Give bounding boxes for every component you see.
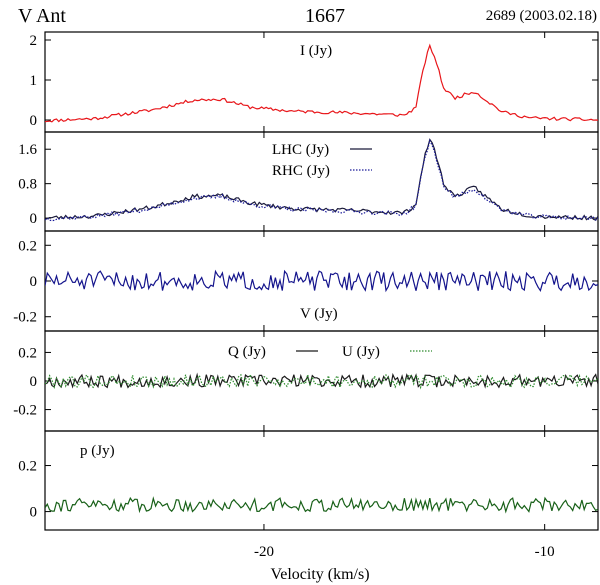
epoch-label: 2689 (2003.02.18) xyxy=(486,8,597,24)
legend-label: I (Jy) xyxy=(300,43,332,59)
y-tick-label: 0.2 xyxy=(18,459,37,475)
y-tick-label: -0.2 xyxy=(13,310,37,326)
panel-QU: -0.2 0 0.2 Q (Jy) U (Jy) xyxy=(13,330,599,432)
panel-p: 0 0.2 p (Jy) xyxy=(18,430,599,531)
series-line-p xyxy=(45,496,598,514)
series-line-q xyxy=(45,372,598,389)
panels: 0 1 2 I (Jy) 0 0.8 1.6 LHC (Jy) RHC (Jy) -0.2 0 0.2… xyxy=(13,31,599,531)
source-name: V Ant xyxy=(18,5,66,27)
y-tick-label: 0 xyxy=(30,374,38,390)
x-tick-label: -20 xyxy=(254,544,274,560)
legend-label: Q (Jy) xyxy=(228,344,266,360)
x-tick-label: -10 xyxy=(535,544,555,560)
legend-label: p (Jy) xyxy=(80,443,115,459)
y-tick-label: 1 xyxy=(30,73,38,89)
series-line-u xyxy=(45,372,598,390)
series-line-rhc xyxy=(45,138,598,222)
y-tick-label: 0.8 xyxy=(18,177,37,193)
y-tick-label: 0 xyxy=(30,274,38,290)
panel-LHC_RHC: 0 0.8 1.6 LHC (Jy) RHC (Jy) xyxy=(18,131,599,232)
y-tick-label: 0.2 xyxy=(18,238,37,254)
legend-label: LHC (Jy) xyxy=(272,142,329,158)
y-tick-label: -0.2 xyxy=(13,403,37,419)
legend-label: U (Jy) xyxy=(342,344,380,360)
y-tick-label: 0 xyxy=(30,505,38,521)
y-tick-label: 2 xyxy=(30,33,38,49)
panel-frame xyxy=(44,430,599,531)
x-axis: -20 -10 xyxy=(254,544,555,560)
y-tick-label: 0 xyxy=(30,211,38,227)
panel-V: -0.2 0 0.2 V (Jy) xyxy=(13,230,599,332)
y-tick-label: 0 xyxy=(30,113,38,129)
series-line-i xyxy=(45,43,598,123)
series-line-v xyxy=(45,269,598,293)
panel-I: 0 1 2 I (Jy) xyxy=(30,31,599,133)
y-tick-label: 1.6 xyxy=(18,142,37,158)
legend-label: RHC (Jy) xyxy=(272,163,330,179)
legend-label: V (Jy) xyxy=(300,306,338,322)
y-tick-label: 0.2 xyxy=(18,345,37,361)
x-axis-label: Velocity (km/s) xyxy=(270,566,369,583)
transition-label: 1667 xyxy=(305,5,345,27)
